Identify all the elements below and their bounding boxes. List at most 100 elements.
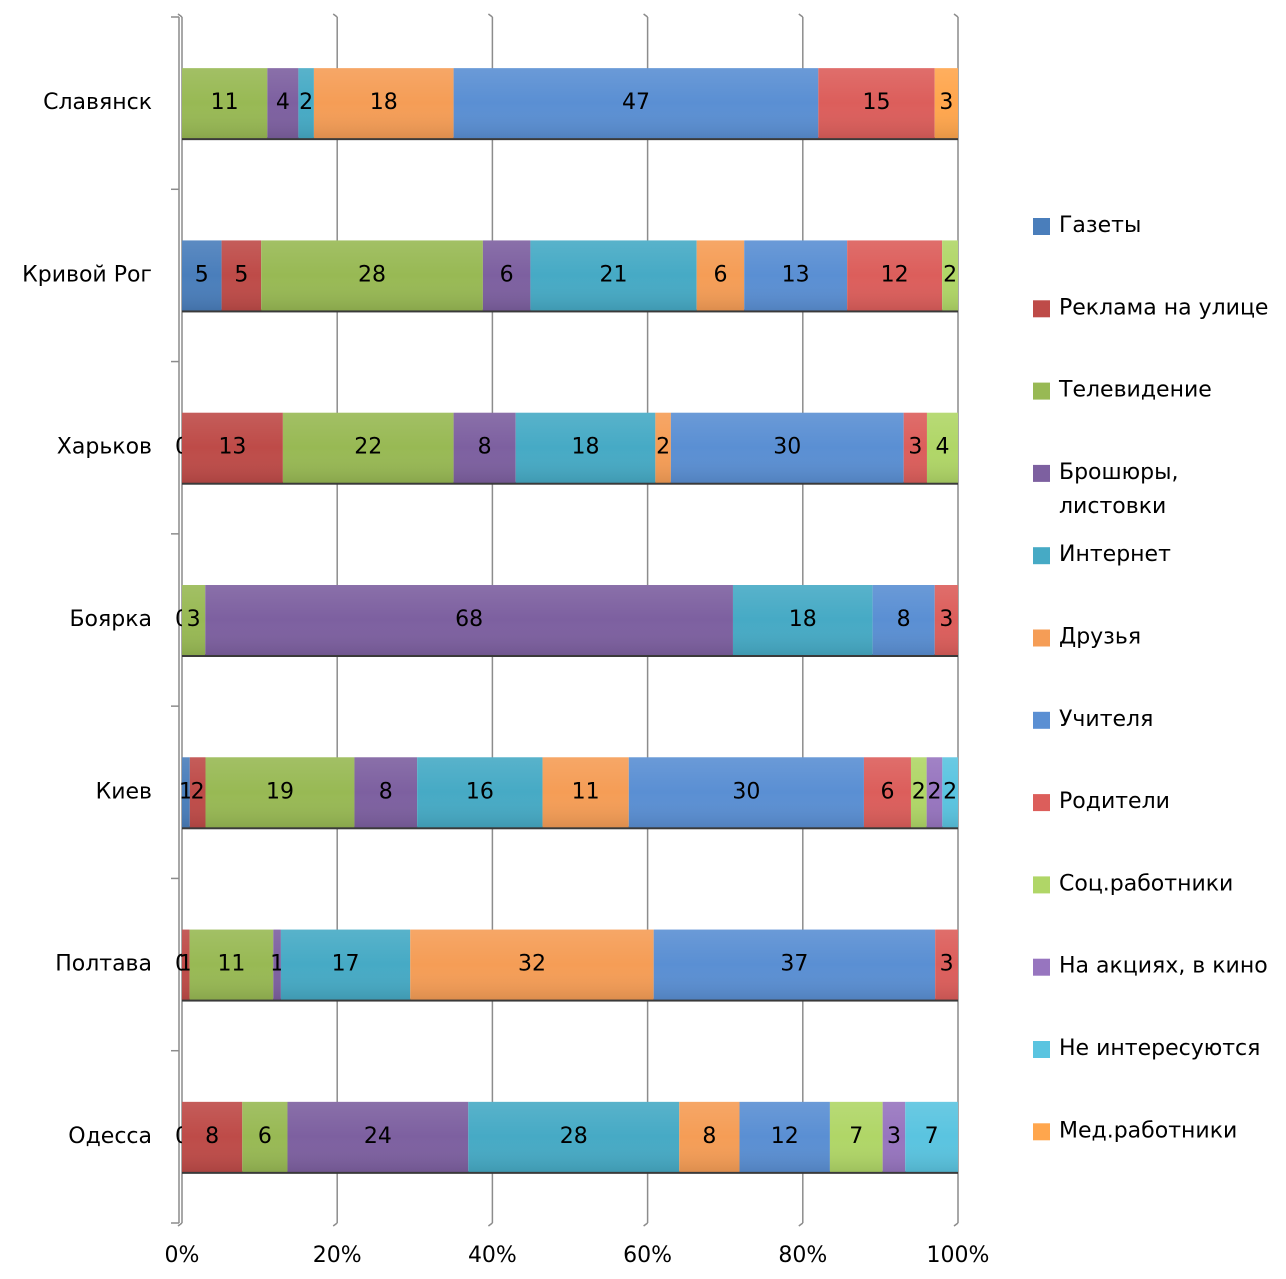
bar-segment-shade <box>863 757 911 828</box>
category-axis <box>171 16 180 1224</box>
data-label: 3 <box>908 435 922 460</box>
bar-segment-shade <box>679 1101 740 1172</box>
x-tick-labels: 0% 20% 40% 60% 80% 100% <box>165 1243 990 1268</box>
legend-item-друзья: Друзья <box>1033 625 1141 650</box>
data-label: 15 <box>863 90 891 115</box>
data-label: 1 <box>270 952 284 977</box>
data-label: 18 <box>370 90 398 115</box>
bar-segment-shade <box>655 412 671 483</box>
gridline-foot <box>332 1222 338 1227</box>
bar-segment-shade <box>818 68 935 139</box>
data-label: 2 <box>656 435 670 460</box>
legend-item-телевидение: Телевидение <box>1033 378 1212 403</box>
bar-base-edge <box>182 998 958 1002</box>
bar-segment-shade <box>182 585 206 655</box>
legend-swatch <box>1033 547 1050 565</box>
data-label: 7 <box>849 1124 863 1149</box>
bar-segment-shade <box>732 585 873 655</box>
bar-segment-shade <box>934 68 958 139</box>
bar-base-edge <box>182 309 958 313</box>
data-label: 19 <box>266 779 294 804</box>
category-label: Харьков <box>57 435 152 460</box>
data-label: 8 <box>379 779 393 804</box>
x-tick-label: 80% <box>778 1243 827 1268</box>
bar-segment-shade <box>298 68 314 139</box>
data-label: 17 <box>332 952 360 977</box>
data-label: 8 <box>897 607 911 632</box>
data-label: 12 <box>771 1124 799 1149</box>
bar-segment-shade <box>182 1101 243 1172</box>
data-label: 30 <box>732 779 760 804</box>
data-label: 28 <box>358 262 386 287</box>
data-label: 21 <box>600 262 628 287</box>
legend-item-родители: Родители <box>1033 789 1170 814</box>
bar-segment-shade <box>410 929 654 1000</box>
bar-segment-shade <box>189 757 206 828</box>
bar-segment-shade <box>905 1101 958 1172</box>
data-label: 5 <box>195 262 209 287</box>
bar-segment-shade <box>903 412 927 483</box>
gridline-foot <box>487 1222 493 1227</box>
x-tick-label: 40% <box>468 1243 517 1268</box>
bar-base-edge <box>182 826 958 830</box>
x-tick-label: 100% <box>927 1243 990 1268</box>
legend-item-реклама-на-улице: Реклама на улице <box>1033 295 1268 320</box>
legend-label: Мед.работники <box>1059 1118 1237 1143</box>
legend-swatch <box>1033 958 1050 976</box>
legend: Газеты Реклама на улице Телевидение Брошюры… <box>1033 213 1268 1143</box>
data-label: 6 <box>500 262 514 287</box>
legend-item-газеты: Газеты <box>1033 213 1141 238</box>
bar-base-edge <box>182 137 958 141</box>
legend-label: Учителя <box>1059 707 1153 732</box>
data-label: 1 <box>179 779 193 804</box>
data-label: 3 <box>939 90 953 115</box>
gridline-foot <box>643 1222 649 1227</box>
legend-swatch <box>1033 629 1050 647</box>
bar-segment-shade <box>942 240 958 311</box>
data-label: 2 <box>191 779 205 804</box>
legend-swatch <box>1033 382 1050 400</box>
bar-segment-shade <box>189 929 274 1000</box>
bar-segment-shade <box>182 412 283 483</box>
data-label: 16 <box>466 779 494 804</box>
bar-segment-shade <box>453 68 819 139</box>
data-label: 1 <box>179 952 193 977</box>
legend-item-на-акциях-в-кино: На акциях, в кино <box>1033 954 1268 979</box>
data-label: 3 <box>939 607 953 632</box>
data-label: 11 <box>211 90 239 115</box>
gridline-foot <box>798 1222 804 1227</box>
data-label: 2 <box>912 779 926 804</box>
bar-segment-shade <box>872 585 935 655</box>
bar-segment-shade <box>182 757 190 828</box>
gridline-cap <box>487 13 493 18</box>
legend-swatch <box>1033 218 1050 235</box>
x-tick-label: 20% <box>313 1243 362 1268</box>
bar-segment-shade <box>261 240 483 311</box>
legend-label: Не интересуются <box>1059 1036 1260 1061</box>
bar-segment-shade <box>628 757 864 828</box>
category-label: Боярка <box>69 607 152 632</box>
data-label: 8 <box>478 435 492 460</box>
bar-segment-shade <box>739 1101 830 1172</box>
legend-label: Интернет <box>1059 542 1171 567</box>
category-label: Полтава <box>55 952 152 977</box>
data-label: 2 <box>927 779 941 804</box>
category-label: Одесса <box>68 1124 152 1149</box>
data-label: 18 <box>572 435 600 460</box>
bar-segment-shade <box>942 757 958 828</box>
data-label: 2 <box>299 90 313 115</box>
bar-segment-shade <box>829 1101 883 1172</box>
legend-item-не-интересуются: Не интересуются <box>1033 1036 1260 1061</box>
data-label: 2 <box>943 262 957 287</box>
bar-segment-shade <box>530 240 697 311</box>
bar-segment-shade <box>882 1101 906 1172</box>
bar-segment-shade <box>468 1101 680 1172</box>
data-label: 11 <box>572 779 600 804</box>
legend-swatch <box>1033 1123 1050 1141</box>
data-label: 6 <box>258 1124 272 1149</box>
bar-segment-shade <box>653 929 936 1000</box>
category-label: Кривой Рог <box>22 262 152 287</box>
legend-swatch <box>1033 876 1050 894</box>
bar-segment-shade <box>453 412 516 483</box>
